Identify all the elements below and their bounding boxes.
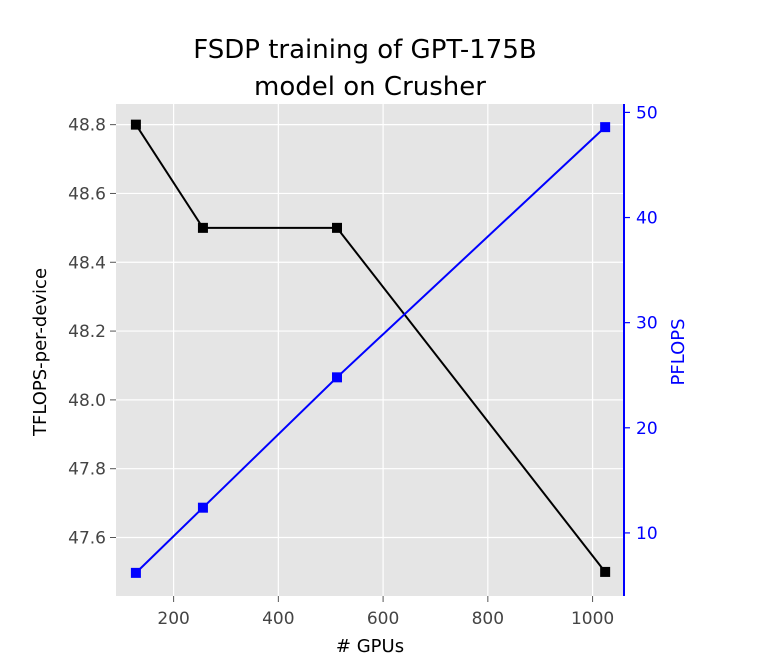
y-right-tick-label: 30 (636, 314, 658, 334)
chart-title-line-1: FSDP training of GPT-175B (193, 35, 536, 65)
y-right-tick-label: 50 (636, 103, 658, 123)
x-tick-label: 800 (472, 609, 504, 629)
series-line-left (135, 124, 606, 573)
y-right-tick-label: 10 (636, 524, 658, 544)
series-line-right (135, 126, 606, 574)
grid (116, 104, 624, 596)
y-left-tick-label: 48.6 (68, 184, 106, 204)
y-left-tick-label: 48.4 (68, 253, 106, 273)
data-point-right (332, 372, 343, 383)
y-left-tick-label: 48.8 (68, 116, 106, 136)
axes: 200 400 600 800 1000 47.6 47.8 48.0 48.2 48.4 48.6… (68, 103, 658, 629)
y-left-tick-label: 48.2 (68, 322, 106, 342)
y-axis-left-label: TFLOPS-per-device (30, 268, 51, 437)
data-point-right (600, 122, 611, 133)
x-tick-label: 1000 (571, 609, 614, 629)
data-point-right (197, 502, 208, 513)
x-tick-label: 600 (367, 609, 399, 629)
chart-title-line-2: model on Crusher (254, 72, 486, 102)
y-left-tick-label: 47.8 (68, 460, 106, 480)
data-point-left (332, 222, 343, 233)
x-tick-label: 200 (157, 609, 189, 629)
y-left-tick-label: 48.0 (68, 391, 106, 411)
x-tick-label: 400 (262, 609, 294, 629)
series-lines (135, 124, 606, 574)
data-point-left (130, 119, 141, 130)
data-point-right (130, 567, 141, 578)
plot-area (116, 104, 624, 596)
series-markers (130, 119, 611, 578)
y-axis-right-label: PFLOPS (668, 318, 689, 385)
data-point-left (600, 566, 611, 577)
y-left-tick-label: 47.6 (68, 529, 106, 549)
y-right-tick-label: 20 (636, 419, 658, 439)
y-right-tick-label: 40 (636, 209, 658, 229)
x-axis-label: # GPUs (336, 636, 404, 657)
data-point-left (197, 222, 208, 233)
